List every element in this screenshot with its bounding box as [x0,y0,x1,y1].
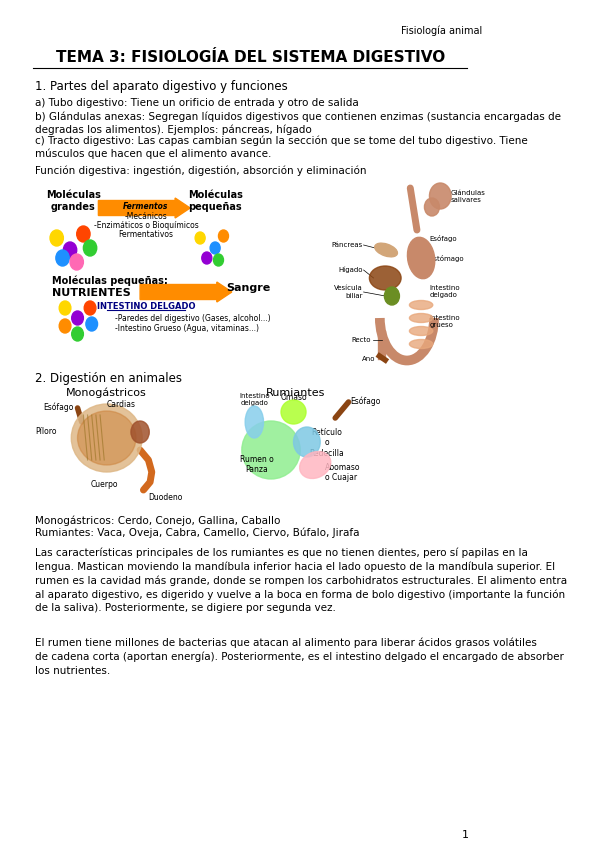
Text: Esófago: Esófago [43,403,73,412]
Text: Duodeno: Duodeno [148,493,183,502]
Text: 1: 1 [462,830,469,840]
Text: 1. Partes del aparato digestivo y funciones: 1. Partes del aparato digestivo y funcio… [35,80,288,93]
Text: -Mecánicos: -Mecánicos [125,212,167,221]
Circle shape [70,254,83,270]
Circle shape [210,242,220,254]
Circle shape [430,183,451,209]
Ellipse shape [281,400,306,424]
Text: Omaso: Omaso [280,393,307,402]
Circle shape [195,232,205,244]
Circle shape [72,327,83,341]
Circle shape [83,240,97,256]
Text: NUTRIENTES: NUTRIENTES [52,288,130,298]
Text: Cardias: Cardias [106,400,136,409]
Text: Píloro: Píloro [35,427,57,437]
Ellipse shape [245,406,263,438]
Text: Retículo
o
Redecilla: Retículo o Redecilla [310,428,344,458]
Text: Fermentativos: Fermentativos [118,230,173,239]
Text: Abomaso
o Cuajar: Abomaso o Cuajar [325,463,361,483]
Text: Rumiantes: Rumiantes [266,388,326,398]
Ellipse shape [77,411,136,465]
Text: TEMA 3: FISIOLOGÍA DEL SISTEMA DIGESTIVO: TEMA 3: FISIOLOGÍA DEL SISTEMA DIGESTIVO [56,50,445,65]
Circle shape [72,311,83,325]
Circle shape [131,421,149,443]
Text: Rumiantes: Vaca, Oveja, Cabra, Camello, Ciervo, Búfalo, Jirafa: Rumiantes: Vaca, Oveja, Cabra, Camello, … [35,528,359,538]
Ellipse shape [242,421,300,479]
Text: Esófago: Esófago [430,235,457,242]
Ellipse shape [71,404,142,472]
Text: Intestino
delgado: Intestino delgado [239,393,269,406]
Text: -Paredes del digestivo (Gases, alcohol...): -Paredes del digestivo (Gases, alcohol..… [115,314,271,323]
Circle shape [214,254,223,266]
FancyArrow shape [140,282,232,302]
Ellipse shape [407,237,435,279]
Text: Vesícula
biliar: Vesícula biliar [334,286,363,298]
Text: Fermentos: Fermentos [123,202,169,211]
Ellipse shape [293,427,320,457]
Text: Estómago: Estómago [430,255,464,262]
Text: Rumen o
Panza: Rumen o Panza [240,455,274,474]
Text: -Enzimáticos o Bioquímicos: -Enzimáticos o Bioquímicos [94,221,199,230]
Ellipse shape [409,314,433,322]
Text: b) Glándulas anexas: Segregan líquidos digestivos que contienen enzimas (sustanc: b) Glándulas anexas: Segregan líquidos d… [35,112,561,135]
Circle shape [50,230,64,246]
Text: Cuerpo: Cuerpo [91,480,118,489]
Circle shape [59,301,71,315]
Ellipse shape [375,243,397,257]
Text: Glándulas
salivares: Glándulas salivares [450,190,485,203]
Text: INTESTINO DELGADO: INTESTINO DELGADO [97,302,195,311]
Text: Moléculas
pequeñas: Moléculas pequeñas [188,190,242,212]
Circle shape [59,319,71,333]
Text: Páncreas: Páncreas [331,242,363,248]
Circle shape [424,198,439,216]
Text: Moléculas pequeñas:: Moléculas pequeñas: [52,275,167,286]
Text: Ano: Ano [362,356,375,362]
Text: -Intestino Grueso (Agua, vitaminas...): -Intestino Grueso (Agua, vitaminas...) [115,324,259,333]
Ellipse shape [370,266,401,290]
Text: Función digestiva: ingestión, digestión, absorción y eliminación: Función digestiva: ingestión, digestión,… [35,165,367,176]
Text: a) Tubo digestivo: Tiene un orificio de entrada y otro de salida: a) Tubo digestivo: Tiene un orificio de … [35,98,359,108]
Circle shape [84,301,96,315]
Text: Sangre: Sangre [226,283,271,293]
Text: Monogástricos: Cerdo, Conejo, Gallina, Caballo: Monogástricos: Cerdo, Conejo, Gallina, C… [35,515,280,526]
Circle shape [218,230,229,242]
Text: Intestino
delgado: Intestino delgado [430,285,460,298]
Text: Hígado: Hígado [338,267,363,273]
Circle shape [86,317,98,331]
Ellipse shape [409,326,433,336]
Text: Las características principales de los rumiantes es que no tienen dientes, pero : Las características principales de los r… [35,548,567,613]
Circle shape [202,252,212,264]
Circle shape [64,242,77,258]
Circle shape [385,287,400,305]
Circle shape [56,250,69,266]
Text: 2. Digestión en animales: 2. Digestión en animales [35,372,182,385]
FancyArrow shape [98,198,190,218]
Ellipse shape [409,300,433,310]
Text: Recto: Recto [352,337,371,343]
Ellipse shape [299,451,331,478]
Text: c) Tracto digestivo: Las capas cambian según la sección que se tome del tubo dig: c) Tracto digestivo: Las capas cambian s… [35,136,528,159]
Text: El rumen tiene millones de bacterias que atacan al alimento para liberar ácidos : El rumen tiene millones de bacterias que… [35,638,564,676]
Text: Moléculas
grandes: Moléculas grandes [46,190,101,212]
Ellipse shape [409,339,433,349]
Text: Intestino
grueso: Intestino grueso [430,315,460,328]
Circle shape [77,226,90,242]
Text: Monogástricos: Monogástricos [67,388,147,399]
Text: Esófago: Esófago [350,396,380,405]
Text: Fisiología animal: Fisiología animal [401,25,482,36]
